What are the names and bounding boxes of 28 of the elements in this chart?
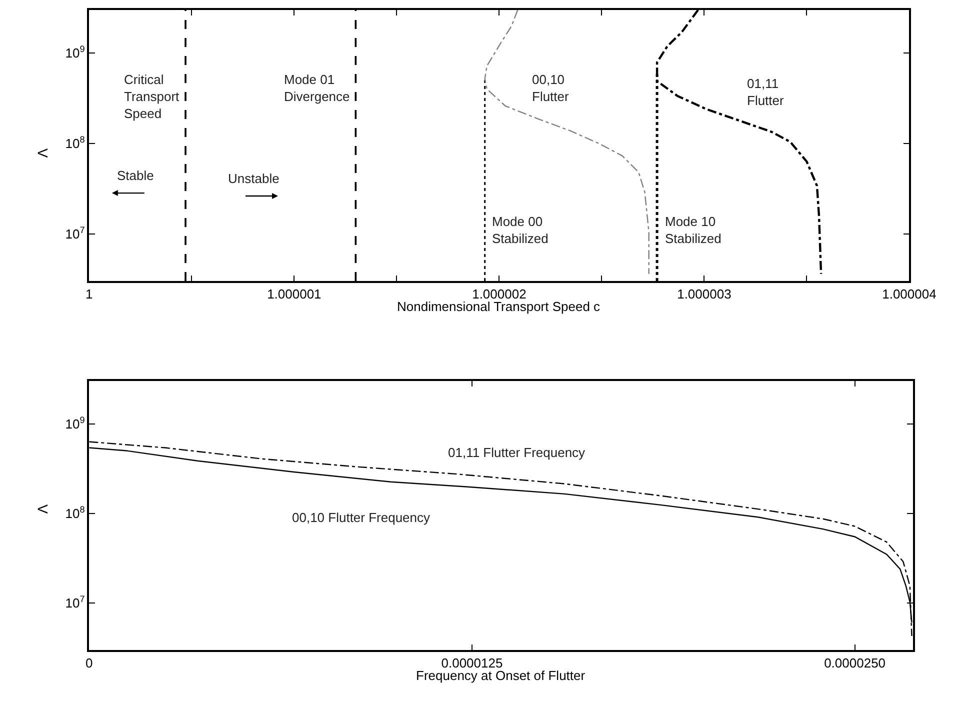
y-tick-label: 10$^{9}$ (65, 44, 85, 61)
ref-line-label: Critical Transport Speed (124, 72, 180, 121)
x-tick-label: 1.000004 (882, 286, 936, 302)
y-axis-title: Λ (34, 148, 51, 158)
x-tick-label: 0.0000250 (824, 655, 886, 670)
x-axis-title: Nondimensional Transport Speed c (397, 299, 601, 314)
y-tick-label: 10$^{9}$ (65, 414, 85, 432)
annotation: Unstable (228, 171, 280, 186)
y-axis-title: Λ (34, 504, 51, 514)
y-tick-label: 10$^{7}$ (65, 224, 85, 242)
annotation: 01,11 Flutter (747, 76, 785, 108)
x-axis-title: Frequency at Onset of Flutter (416, 668, 586, 683)
annotation: 00,10 Flutter (532, 72, 570, 104)
x-tick-label: 0.0000125 (441, 655, 503, 670)
y-tick-label: 10$^{8}$ (65, 134, 85, 151)
annotation: Mode 10 Stabilized (665, 214, 722, 246)
annotation: 01,11 Flutter Frequency (448, 445, 586, 460)
x-tick-label: 0 (86, 655, 93, 670)
x-tick-label: 1.000003 (677, 286, 732, 302)
x-tick-label: 1 (86, 286, 93, 302)
annotation: Mode 00 Stabilized (492, 214, 548, 246)
y-tick-label: 10$^{7}$ (65, 594, 85, 611)
annotation: 00,10 Flutter Frequency (292, 510, 431, 525)
ref-line-label: Mode 01 Divergence (284, 72, 350, 104)
x-tick-label: 1.000002 (472, 286, 526, 302)
x-tick-label: 1.000001 (267, 286, 322, 302)
annotation: Stable (117, 168, 154, 183)
y-tick-label: 10$^{8}$ (65, 504, 85, 522)
